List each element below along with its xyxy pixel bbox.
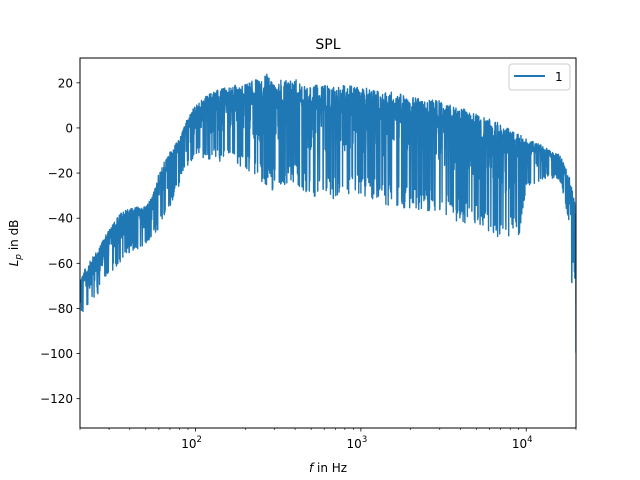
x-axis-label-unit: in Hz — [313, 461, 347, 475]
y-tick-label: 20 — [58, 76, 73, 90]
y-tick-label: −100 — [40, 347, 73, 361]
x-axis: 102 103 104 — [79, 428, 577, 451]
y-tick-label: −120 — [40, 392, 73, 406]
y-axis-label: Lp in dB — [7, 220, 24, 267]
y-tick-label: −40 — [48, 212, 73, 226]
y-tick-label: −20 — [48, 167, 73, 181]
x-tick-label: 102 — [181, 435, 202, 451]
legend-label-1: 1 — [555, 70, 563, 84]
y-axis-label-unit: in dB — [7, 220, 21, 254]
chart-title: SPL — [315, 37, 340, 53]
y-axis-label-var: L — [7, 260, 21, 267]
y-tick-label: 0 — [65, 121, 73, 135]
y-tick-label: −60 — [48, 257, 73, 271]
y-tick-label: −80 — [48, 302, 73, 316]
legend: 1 — [508, 63, 571, 91]
y-axis: 20 0 −20 −40 −60 −80 −100 −120 — [40, 76, 80, 406]
x-axis-label-var: f — [309, 461, 315, 475]
plot-area — [80, 73, 576, 353]
series-line-1 — [80, 73, 576, 353]
plot-frame — [79, 57, 577, 429]
y-axis-label-sub: p — [14, 254, 24, 261]
x-tick-label: 104 — [512, 435, 533, 451]
x-tick-label: 103 — [347, 435, 368, 451]
series-group — [80, 73, 576, 353]
x-axis-label: f in Hz — [309, 461, 347, 475]
